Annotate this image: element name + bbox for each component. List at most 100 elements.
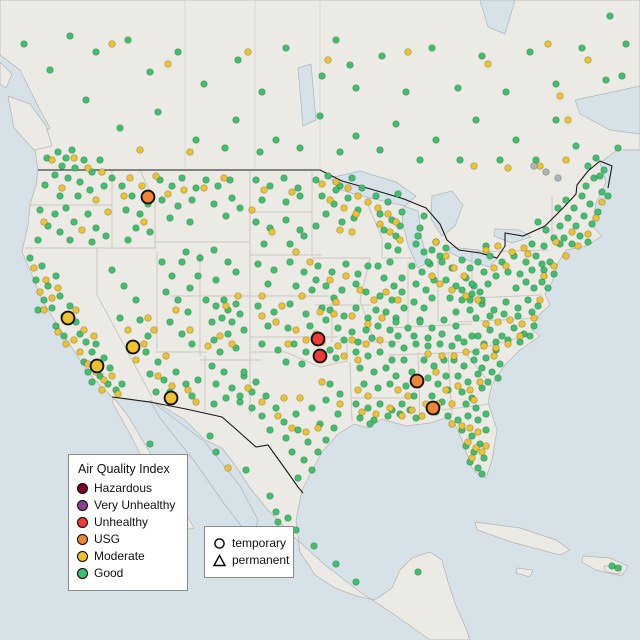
aqi-dot-good[interactable] (346, 61, 354, 69)
aqi-dot-moderate[interactable] (302, 336, 310, 344)
aqi-dot-good[interactable] (412, 340, 420, 348)
aqi-dot-good[interactable] (266, 492, 274, 500)
aqi-dot-good[interactable] (228, 384, 236, 392)
aqi-dot-moderate[interactable] (168, 382, 176, 390)
aqi-dot-good[interactable] (228, 318, 236, 326)
aqi-dot-good[interactable] (342, 260, 350, 268)
aqi-dot-good[interactable] (474, 416, 482, 424)
aqi-dot-moderate[interactable] (474, 428, 482, 436)
aqi-dot-good[interactable] (476, 288, 484, 296)
aqi-dot-good[interactable] (270, 308, 278, 316)
aqi-dot-good[interactable] (210, 400, 218, 408)
aqi-dot-good[interactable] (334, 410, 342, 418)
aqi-dot-good[interactable] (330, 424, 338, 432)
aqi-dot-good[interactable] (314, 448, 322, 456)
aqi-dot-good[interactable] (92, 224, 100, 232)
aqi-dot-moderate[interactable] (62, 340, 70, 348)
aqi-dot-good[interactable] (384, 242, 392, 250)
aqi-dot-good[interactable] (296, 192, 304, 200)
aqi-dot-good[interactable] (478, 384, 486, 392)
aqi-dot-good[interactable] (146, 440, 154, 448)
aqi-dot-good[interactable] (376, 292, 384, 300)
aqi-dot-moderate[interactable] (108, 40, 116, 48)
aqi-dot-good[interactable] (120, 282, 128, 290)
aqi-dot-good[interactable] (92, 340, 100, 348)
aqi-dot-good[interactable] (468, 280, 476, 288)
aqi-dot-good[interactable] (344, 194, 352, 202)
aqi-dot-good[interactable] (208, 318, 216, 326)
aqi-dot-good[interactable] (274, 346, 282, 354)
aqi-dot-good[interactable] (56, 192, 64, 200)
aqi-dot-good[interactable] (478, 52, 486, 60)
aqi-dot-good[interactable] (568, 240, 576, 248)
aqi-dot-good[interactable] (166, 214, 174, 222)
aqi-dot-good[interactable] (390, 282, 398, 290)
aqi-dot-good[interactable] (192, 136, 200, 144)
aqi-dot-good[interactable] (470, 356, 478, 364)
aqi-dot-good[interactable] (54, 148, 62, 156)
aqi-dot-good[interactable] (380, 226, 388, 234)
aqi-dot-moderate[interactable] (386, 404, 394, 412)
aqi-dot-good[interactable] (154, 358, 162, 366)
aqi-dot-good[interactable] (260, 240, 268, 248)
aqi-dot-good[interactable] (316, 112, 324, 120)
aqi-dot-moderate[interactable] (398, 412, 406, 420)
aqi-dot-good[interactable] (424, 374, 432, 382)
aqi-dot-moderate[interactable] (330, 310, 338, 318)
aqi-dot-moderate[interactable] (248, 206, 256, 214)
aqi-dot-moderate[interactable] (436, 280, 444, 288)
aqi-dot-good[interactable] (532, 156, 540, 164)
aqi-dot-good[interactable] (460, 338, 468, 346)
aqi-dot-good[interactable] (352, 84, 360, 92)
aqi-dot-good[interactable] (436, 252, 444, 260)
aqi-dot-moderate[interactable] (58, 184, 66, 192)
aqi-dot-good[interactable] (530, 284, 538, 292)
aqi-dot-moderate[interactable] (314, 424, 322, 432)
aqi-dot-good[interactable] (300, 456, 308, 464)
aqi-dot-good[interactable] (534, 218, 542, 226)
aqi-dot-good[interactable] (500, 310, 508, 318)
aqi-dot-good[interactable] (154, 108, 162, 116)
aqi-dot-good[interactable] (188, 392, 196, 400)
aqi-dot-good[interactable] (172, 368, 180, 376)
aqi-dot-good[interactable] (424, 258, 432, 266)
aqi-dot-good[interactable] (394, 332, 402, 340)
aqi-dot-good[interactable] (352, 400, 360, 408)
aqi-dot-good[interactable] (118, 380, 126, 388)
aqi-dot-good[interactable] (222, 212, 230, 220)
aqi-dot-good[interactable] (34, 306, 42, 314)
aqi-dot-good[interactable] (264, 322, 272, 330)
aqi-dot-moderate[interactable] (598, 198, 606, 206)
aqi-dot-good[interactable] (214, 182, 222, 190)
aqi-dot-good[interactable] (312, 176, 320, 184)
aqi-dot-good[interactable] (236, 392, 244, 400)
aqi-dot-good[interactable] (362, 326, 370, 334)
aqi-dot-good[interactable] (482, 426, 490, 434)
aqi-dot-moderate[interactable] (502, 262, 510, 270)
aqi-dot-good[interactable] (108, 174, 116, 182)
aqi-dot-good[interactable] (512, 284, 520, 292)
aqi-dot-moderate[interactable] (418, 412, 426, 420)
aqi-dot-moderate[interactable] (344, 184, 352, 192)
aqi-dot-good[interactable] (242, 466, 250, 474)
aqi-dot-moderate[interactable] (98, 168, 106, 176)
aqi-dot-good[interactable] (46, 66, 54, 74)
aqi-dot-moderate[interactable] (48, 156, 56, 164)
aqi-dot-good[interactable] (514, 312, 522, 320)
aqi-dot-good[interactable] (322, 210, 330, 218)
aqi-dot-good[interactable] (308, 404, 316, 412)
aqi-dot-good[interactable] (66, 236, 74, 244)
aqi-dot-good[interactable] (416, 156, 424, 164)
aqi-dot-moderate[interactable] (448, 286, 456, 294)
aqi-dot-good[interactable] (228, 194, 236, 202)
aqi-dot-good[interactable] (380, 274, 388, 282)
aqi-dot-moderate[interactable] (392, 218, 400, 226)
aqi-dot-good[interactable] (162, 288, 170, 296)
aqi-dot-good[interactable] (502, 88, 510, 96)
aqi-dot-good[interactable] (364, 404, 372, 412)
aqi-dot-good[interactable] (586, 200, 594, 208)
aqi-dot-moderate[interactable] (140, 218, 148, 226)
aqi-dot-moderate[interactable] (70, 336, 78, 344)
aqi-dot-good[interactable] (552, 80, 560, 88)
aqi-dot-moderate[interactable] (260, 186, 268, 194)
